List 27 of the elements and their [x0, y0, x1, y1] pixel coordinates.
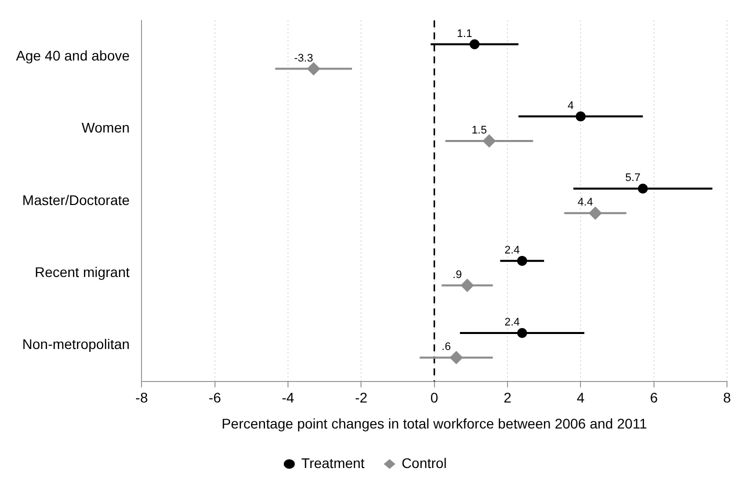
x-tick-label: -2 [354, 390, 368, 406]
x-tick-label: 8 [723, 390, 732, 406]
x-tick-label: 6 [650, 390, 658, 406]
y-tick-label: Women [82, 120, 130, 136]
y-tick-label: Non-metropolitan [22, 336, 130, 352]
data-label: 4 [568, 100, 574, 112]
x-tick-label: -4 [282, 390, 294, 406]
data-label: .9 [452, 268, 462, 281]
x-tick-label: -8 [135, 390, 148, 406]
data-label: 2.4 [504, 316, 520, 329]
data-label: 4.4 [578, 196, 593, 209]
legend-label: Control [402, 454, 447, 471]
data-label: 5.7 [625, 172, 641, 184]
legend-label: Treatment [301, 454, 365, 471]
data-label: 1.5 [472, 124, 487, 137]
y-tick-label: Recent migrant [34, 264, 130, 280]
y-tick-label: Age 40 and above [16, 47, 130, 64]
x-axis-title: Percentage point changes in total workforce between 2006 and 2011 [222, 415, 648, 432]
data-label: 1.1 [456, 28, 472, 40]
data-label: -3.3 [294, 52, 314, 64]
y-tick-label: Master/Doctorate [22, 192, 130, 208]
x-tick-label: 0 [430, 390, 438, 406]
x-tick-label: -6 [208, 390, 222, 406]
data-label: 2.4 [504, 244, 520, 256]
data-label: .6 [442, 341, 451, 354]
x-tick-label: 4 [576, 390, 585, 406]
x-tick-label: 2 [504, 390, 512, 406]
